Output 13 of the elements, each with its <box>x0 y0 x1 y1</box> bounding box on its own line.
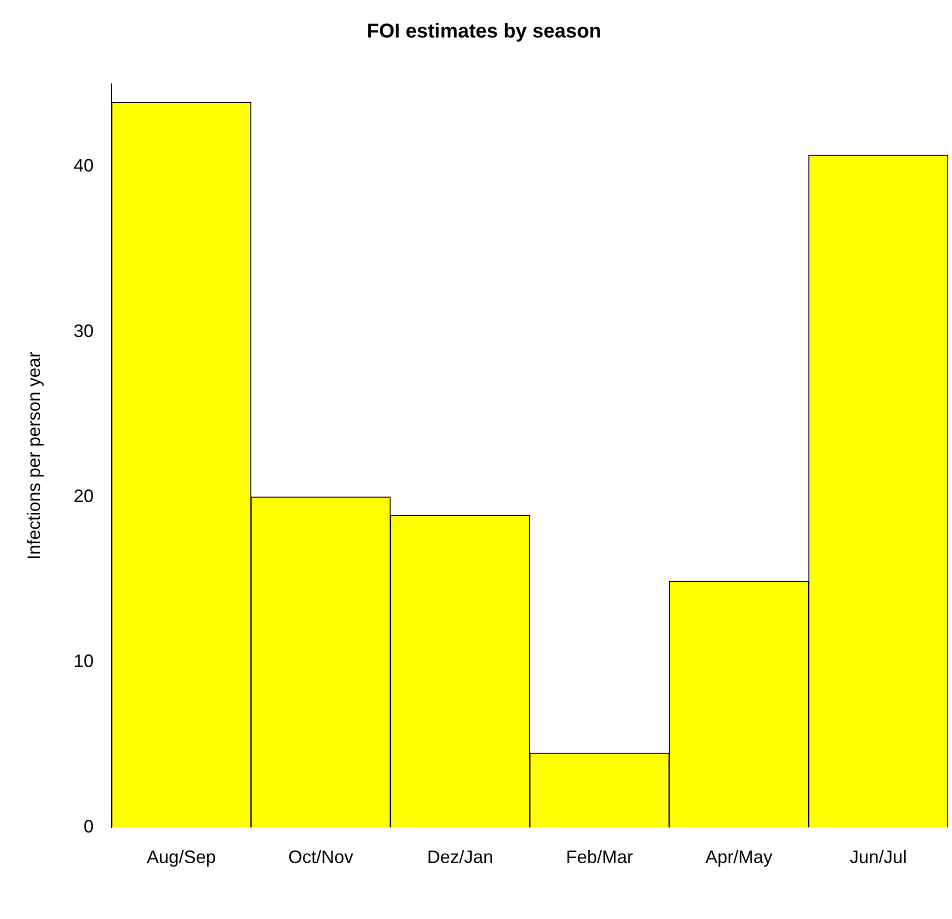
x-tick-label: Apr/May <box>705 847 772 868</box>
x-tick-label: Oct/Nov <box>288 847 354 868</box>
chart-title: FOI estimates by season <box>366 20 602 43</box>
y-tick-label: 10 <box>74 651 94 672</box>
x-tick-label: Jun/Jul <box>850 847 907 868</box>
y-tick-label: 0 <box>84 816 94 836</box>
y-axis-title: Infections per person year <box>24 352 44 560</box>
x-tick-label: Dez/Jan <box>427 847 494 868</box>
y-tick-label: 30 <box>74 320 94 341</box>
y-tick-label: 40 <box>74 156 94 176</box>
y-tick-label: 20 <box>74 486 94 506</box>
x-tick-label: Aug/Sep <box>146 847 216 868</box>
x-tick-label: Feb/Mar <box>566 847 634 868</box>
